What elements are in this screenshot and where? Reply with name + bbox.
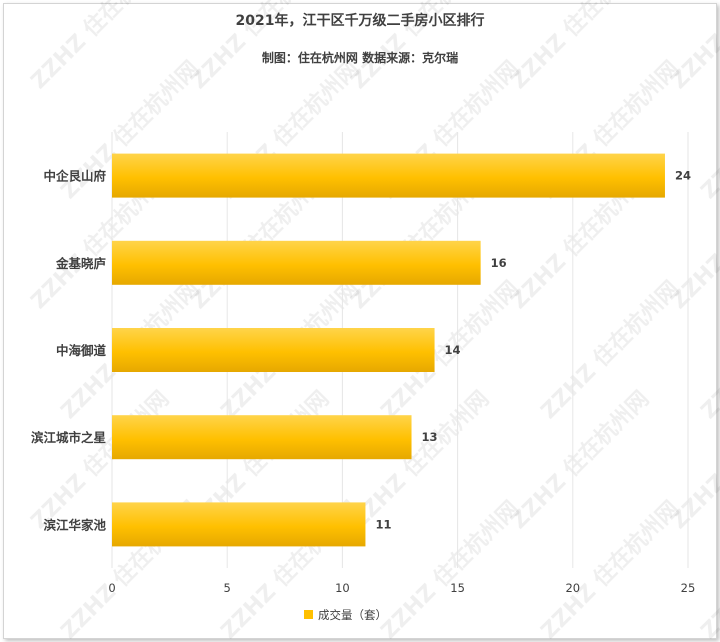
category-label: 中海御道 — [56, 343, 107, 358]
data-label: 14 — [445, 343, 461, 357]
category-label: 滨江华家池 — [43, 517, 106, 532]
bar — [112, 502, 366, 547]
chart-title: 2021年，江干区千万级二手房小区排行 — [236, 12, 485, 29]
chart-subtitle: 制图：住在杭州网 数据来源：克尔瑞 — [262, 50, 458, 65]
watermark: ZZHZ 住在杭州网 — [506, 0, 654, 94]
watermark: ZZHZ 住在杭州网 — [26, 0, 174, 94]
watermark: ZZHZ 住在杭州网 — [536, 496, 684, 642]
category-label: 中企艮山府 — [43, 169, 106, 184]
data-label: 13 — [422, 430, 438, 444]
x-tick-label: 10 — [335, 581, 350, 595]
watermark: ZZHZ 住在杭州网 — [346, 386, 494, 534]
data-label: 11 — [375, 517, 391, 531]
x-tick-label: 25 — [681, 581, 696, 595]
category-label: 金基晓庐 — [55, 256, 107, 271]
watermark: ZZHZ 住在杭州网 — [376, 496, 524, 642]
bar — [112, 240, 481, 285]
category-label: 滨江城市之星 — [31, 430, 106, 445]
watermark: ZZHZ 住在杭州网 — [506, 386, 654, 534]
bar — [112, 328, 435, 372]
legend: 成交量（套） — [304, 608, 387, 622]
x-tick-label: 0 — [108, 581, 115, 595]
x-tick-label: 15 — [450, 581, 465, 595]
bars: 24 16 14 13 11 — [112, 153, 691, 547]
legend-swatch — [304, 610, 313, 619]
data-label: 16 — [491, 256, 507, 270]
data-label: 24 — [675, 169, 691, 183]
watermark: ZZHZ 住在杭州网 — [536, 276, 684, 424]
x-tick-label: 20 — [565, 581, 580, 595]
legend-label: 成交量（套） — [318, 608, 387, 622]
x-tick-label: 5 — [224, 581, 231, 595]
bar — [112, 415, 412, 460]
x-axis-ticks: 0 5 10 15 20 25 — [108, 581, 695, 595]
bar — [112, 153, 665, 198]
